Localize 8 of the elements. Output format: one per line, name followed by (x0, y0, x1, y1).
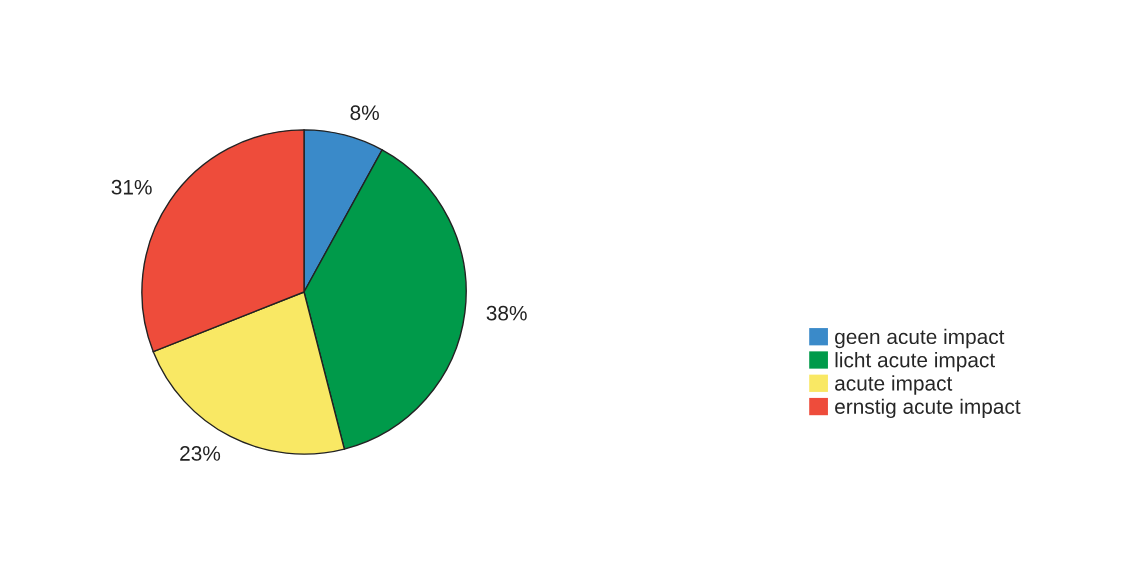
data-label: 23% (180, 446, 221, 461)
legend-label: acute impact (835, 375, 953, 395)
data-label: 38% (486, 305, 527, 321)
legend-label: ernstig acute impact (835, 398, 1021, 419)
data-label: 8% (350, 105, 379, 121)
data-label: 31% (111, 179, 152, 195)
legend-label: geen acute impact (835, 328, 1005, 349)
legend-label: licht acute impact (835, 352, 995, 372)
